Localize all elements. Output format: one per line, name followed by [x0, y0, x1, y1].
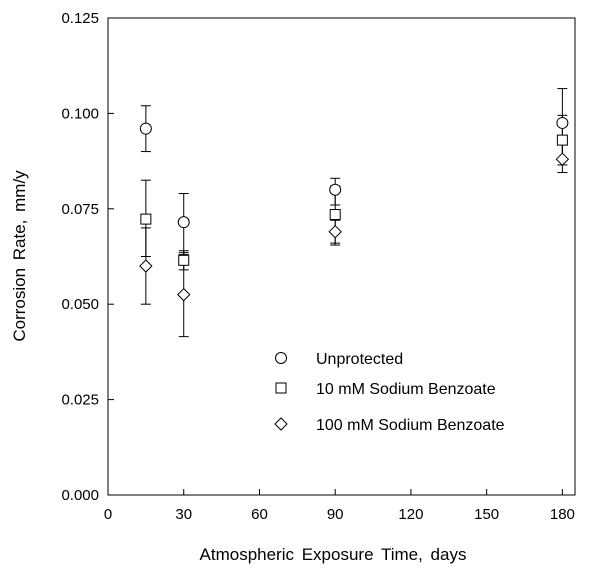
error-bars — [140, 88, 568, 338]
x-tick-label: 0 — [104, 506, 112, 523]
data-point-square — [556, 134, 568, 146]
data-markers — [139, 116, 570, 302]
legend-item-unprotected: Unprotected — [275, 351, 403, 368]
y-tick-label: 0.125 — [61, 10, 99, 27]
y-tick-label: 0.075 — [61, 201, 99, 218]
x-tick-label: 180 — [550, 506, 575, 523]
legend: Unprotected 10 mM Sodium Benzoate 100 mM… — [274, 351, 505, 434]
legend-item-10mm: 10 mM Sodium Benzoate — [275, 381, 496, 398]
y-axis-title: Corrosion Rate, mm/y — [10, 170, 29, 342]
data-point-circle — [556, 116, 569, 129]
legend-square-marker — [275, 382, 287, 394]
legend-label-10mm: 10 mM Sodium Benzoate — [316, 381, 496, 398]
data-point-square — [140, 213, 152, 225]
x-tick-label: 30 — [175, 506, 192, 523]
y-axis: 0.000 0.025 0.050 0.075 0.100 0.125 — [61, 10, 114, 504]
data-point-square — [178, 254, 190, 266]
x-tick-label: 120 — [398, 506, 423, 523]
legend-label-100mm: 100 mM Sodium Benzoate — [316, 417, 505, 434]
x-axis: 0 30 60 90 120 150 180 — [104, 489, 575, 523]
legend-diamond-marker — [274, 417, 288, 431]
data-point-diamond — [328, 224, 342, 239]
y-tick-label: 0.025 — [61, 392, 99, 409]
y-tick-label: 0.100 — [61, 105, 99, 122]
data-point-circle — [139, 122, 152, 135]
legend-circle-marker — [275, 352, 287, 364]
data-point-diamond — [555, 152, 570, 166]
data-point-diamond — [139, 259, 153, 273]
legend-item-100mm: 100 mM Sodium Benzoate — [274, 417, 505, 434]
y-tick-label: 0.050 — [61, 296, 99, 313]
plot-frame — [107, 17, 576, 496]
legend-label-unprotected: Unprotected — [316, 351, 403, 368]
data-point-circle — [329, 183, 342, 196]
x-tick-label: 60 — [251, 506, 268, 523]
x-tick-label: 150 — [474, 506, 499, 523]
y-tick-label: 0.000 — [61, 487, 99, 504]
x-tick-label: 90 — [327, 506, 344, 523]
data-point-circle — [177, 216, 190, 229]
data-point-diamond — [177, 287, 191, 302]
data-point-square — [329, 209, 341, 221]
x-axis-title: Atmospheric Exposure Time, days — [200, 545, 467, 564]
